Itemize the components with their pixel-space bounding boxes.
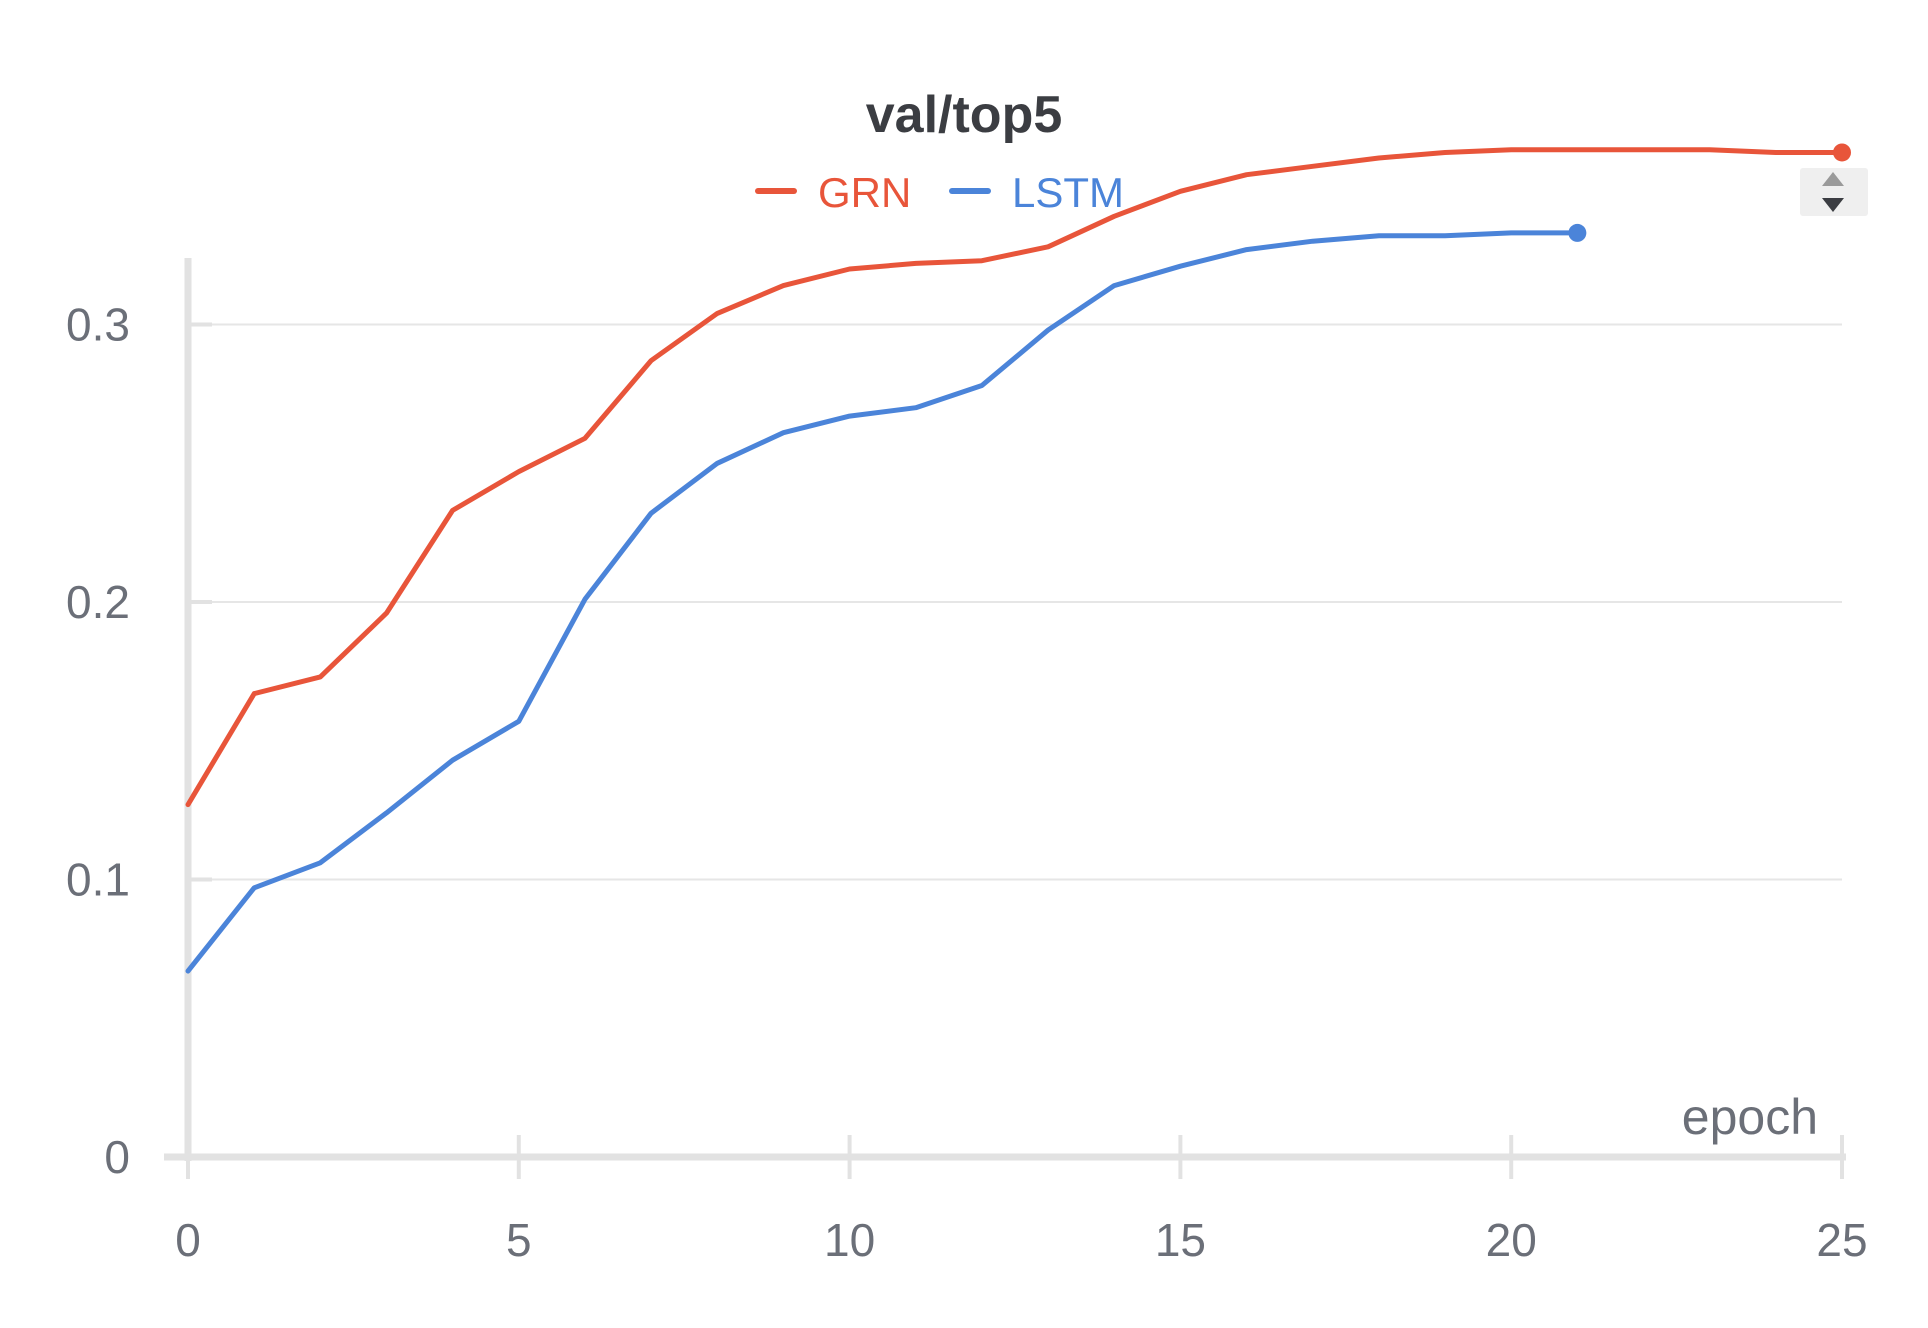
legend-label-grn: GRN	[818, 169, 911, 216]
legend-label-lstm: LSTM	[1012, 169, 1124, 216]
x-tick-label: 15	[1155, 1214, 1206, 1266]
y-tick-label: 0.3	[66, 299, 130, 351]
x-tick-label: 5	[506, 1214, 532, 1266]
sort-toggle-button[interactable]	[1800, 168, 1868, 216]
y-tick-label: 0.2	[66, 576, 130, 628]
series-end-point-lstm	[1568, 223, 1587, 242]
x-tick-label: 0	[175, 1214, 201, 1266]
x-tick-label: 10	[824, 1214, 875, 1266]
series-line-lstm	[185, 230, 1580, 974]
y-tick-label: 0	[104, 1131, 130, 1183]
series-line-grn	[185, 147, 1845, 808]
chart-title: val/top5	[866, 86, 1063, 144]
legend: GRN LSTM	[755, 169, 1124, 216]
x-tick-label: 25	[1816, 1214, 1867, 1266]
series-end-point-grn	[1833, 143, 1851, 162]
sort-up-down-icon	[1822, 172, 1844, 212]
x-axis-title: epoch	[1682, 1089, 1818, 1145]
y-tick-label: 0.1	[66, 854, 130, 906]
x-tick-label: 20	[1486, 1214, 1537, 1266]
